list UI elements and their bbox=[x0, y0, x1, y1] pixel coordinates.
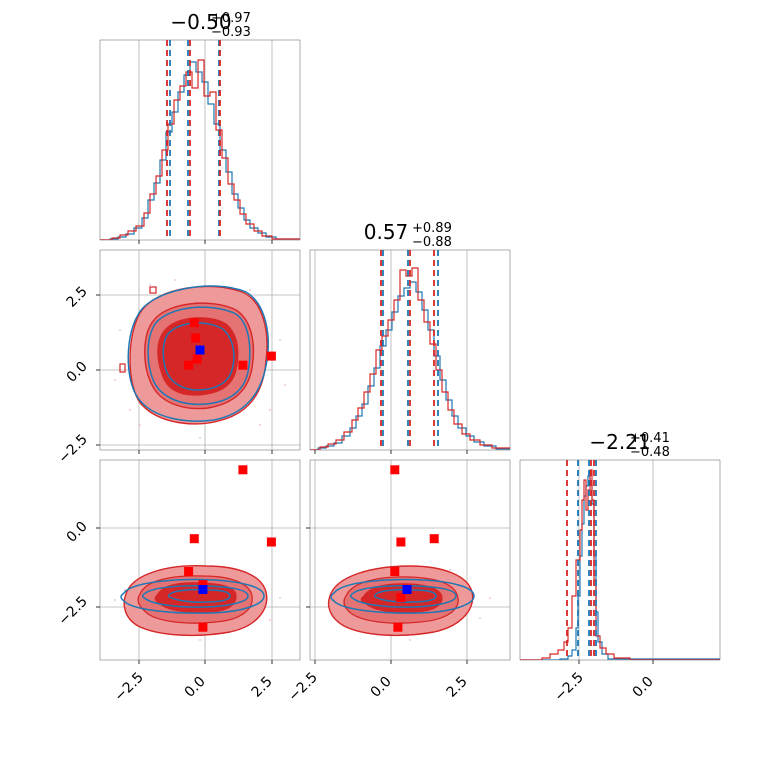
hist-blue bbox=[100, 61, 300, 240]
title-param-2-sup: +0.89 bbox=[412, 221, 452, 236]
red-marker-point bbox=[189, 534, 199, 544]
x-tick-label: −2.5 bbox=[111, 669, 146, 704]
red-marker-point bbox=[396, 593, 406, 603]
x-ticks bbox=[138, 240, 273, 244]
red-marker-point bbox=[184, 567, 194, 576]
hist-red bbox=[310, 267, 510, 450]
quantile-lines bbox=[380, 250, 439, 450]
hist-blue bbox=[310, 281, 510, 450]
contour-panel-p2-p3: −2.5 0.0 2.5 bbox=[285, 459, 511, 705]
sample-scatter bbox=[114, 279, 286, 439]
red-marker-point bbox=[198, 622, 208, 632]
x-tick-label: 0.0 bbox=[630, 674, 657, 701]
y-tick-label: 0.0 bbox=[64, 359, 91, 386]
red-marker-point bbox=[184, 360, 194, 370]
ticks bbox=[96, 527, 273, 664]
red-marker-point bbox=[393, 622, 403, 632]
title-param-2-sub: −0.88 bbox=[412, 235, 452, 250]
hist-red bbox=[100, 59, 300, 240]
x-ticks bbox=[314, 450, 468, 454]
y-tick-label: 2.5 bbox=[64, 284, 91, 311]
red-marker-point bbox=[266, 351, 276, 361]
red-marker-point bbox=[396, 537, 406, 547]
red-marker-point bbox=[390, 465, 400, 475]
y-tick-label: 0.0 bbox=[64, 519, 91, 546]
red-marker-point bbox=[390, 567, 400, 576]
histogram-panel-param-1: −0.50 +0.97 −0.93 bbox=[99, 10, 301, 244]
y-tick-label: −2.5 bbox=[55, 593, 90, 628]
title-param-1: −0.50 bbox=[170, 10, 231, 34]
histogram-panel-param-3: −2.5 0.0 −2.21 +0.41 −0.48 bbox=[519, 430, 721, 705]
x-tick-label: −2.5 bbox=[551, 669, 586, 704]
title-param-2: 0.57 bbox=[364, 220, 409, 244]
blue-marker-point bbox=[195, 345, 205, 355]
red-marker-point bbox=[266, 537, 276, 547]
panel-frame bbox=[99, 39, 301, 241]
contour-panel-p1-p2: 2.5 0.0 −2.5 bbox=[55, 249, 301, 467]
y-tick-label: −2.5 bbox=[55, 431, 90, 466]
red-marker-point bbox=[429, 534, 439, 544]
ticks bbox=[96, 294, 273, 454]
contour-panel-p1-p3: 0.0 −2.5 −2.5 0.0 2.5 bbox=[55, 459, 301, 705]
grid bbox=[314, 250, 468, 450]
grid bbox=[138, 40, 273, 240]
quantile-lines bbox=[566, 460, 597, 660]
x-tick-label: −2.5 bbox=[285, 669, 320, 704]
blue-marker-point bbox=[402, 585, 412, 594]
title-param-1-sub: −0.93 bbox=[211, 25, 251, 40]
histogram-panel-param-2: 0.57 +0.89 −0.88 bbox=[309, 220, 511, 454]
x-tick-label: 0.0 bbox=[368, 674, 395, 701]
title-param-3: −2.21 bbox=[589, 430, 650, 454]
blue-marker-point bbox=[198, 585, 208, 594]
x-tick-label: 2.5 bbox=[444, 674, 471, 701]
red-marker-point bbox=[238, 465, 248, 475]
title-param-3-sub: −0.48 bbox=[630, 445, 670, 460]
hist-red bbox=[520, 469, 720, 660]
contour-blue bbox=[127, 285, 269, 422]
quantile-lines bbox=[166, 40, 221, 240]
red-marker-point bbox=[198, 580, 208, 590]
panel-frame bbox=[519, 459, 721, 661]
x-tick-label: 2.5 bbox=[249, 674, 276, 701]
red-marker-point bbox=[189, 318, 199, 328]
red-marker-point bbox=[191, 333, 201, 343]
red-markers bbox=[184, 318, 276, 370]
ticks bbox=[306, 527, 468, 664]
title-param-1-sup: +0.97 bbox=[211, 11, 251, 26]
x-ticks bbox=[578, 660, 654, 664]
red-marker-point bbox=[238, 360, 248, 370]
x-tick-label: 0.0 bbox=[182, 674, 209, 701]
title-param-3-sup: +0.41 bbox=[630, 431, 670, 446]
red-markers bbox=[184, 465, 276, 632]
red-marker-point bbox=[192, 354, 202, 364]
red-markers bbox=[390, 465, 439, 632]
